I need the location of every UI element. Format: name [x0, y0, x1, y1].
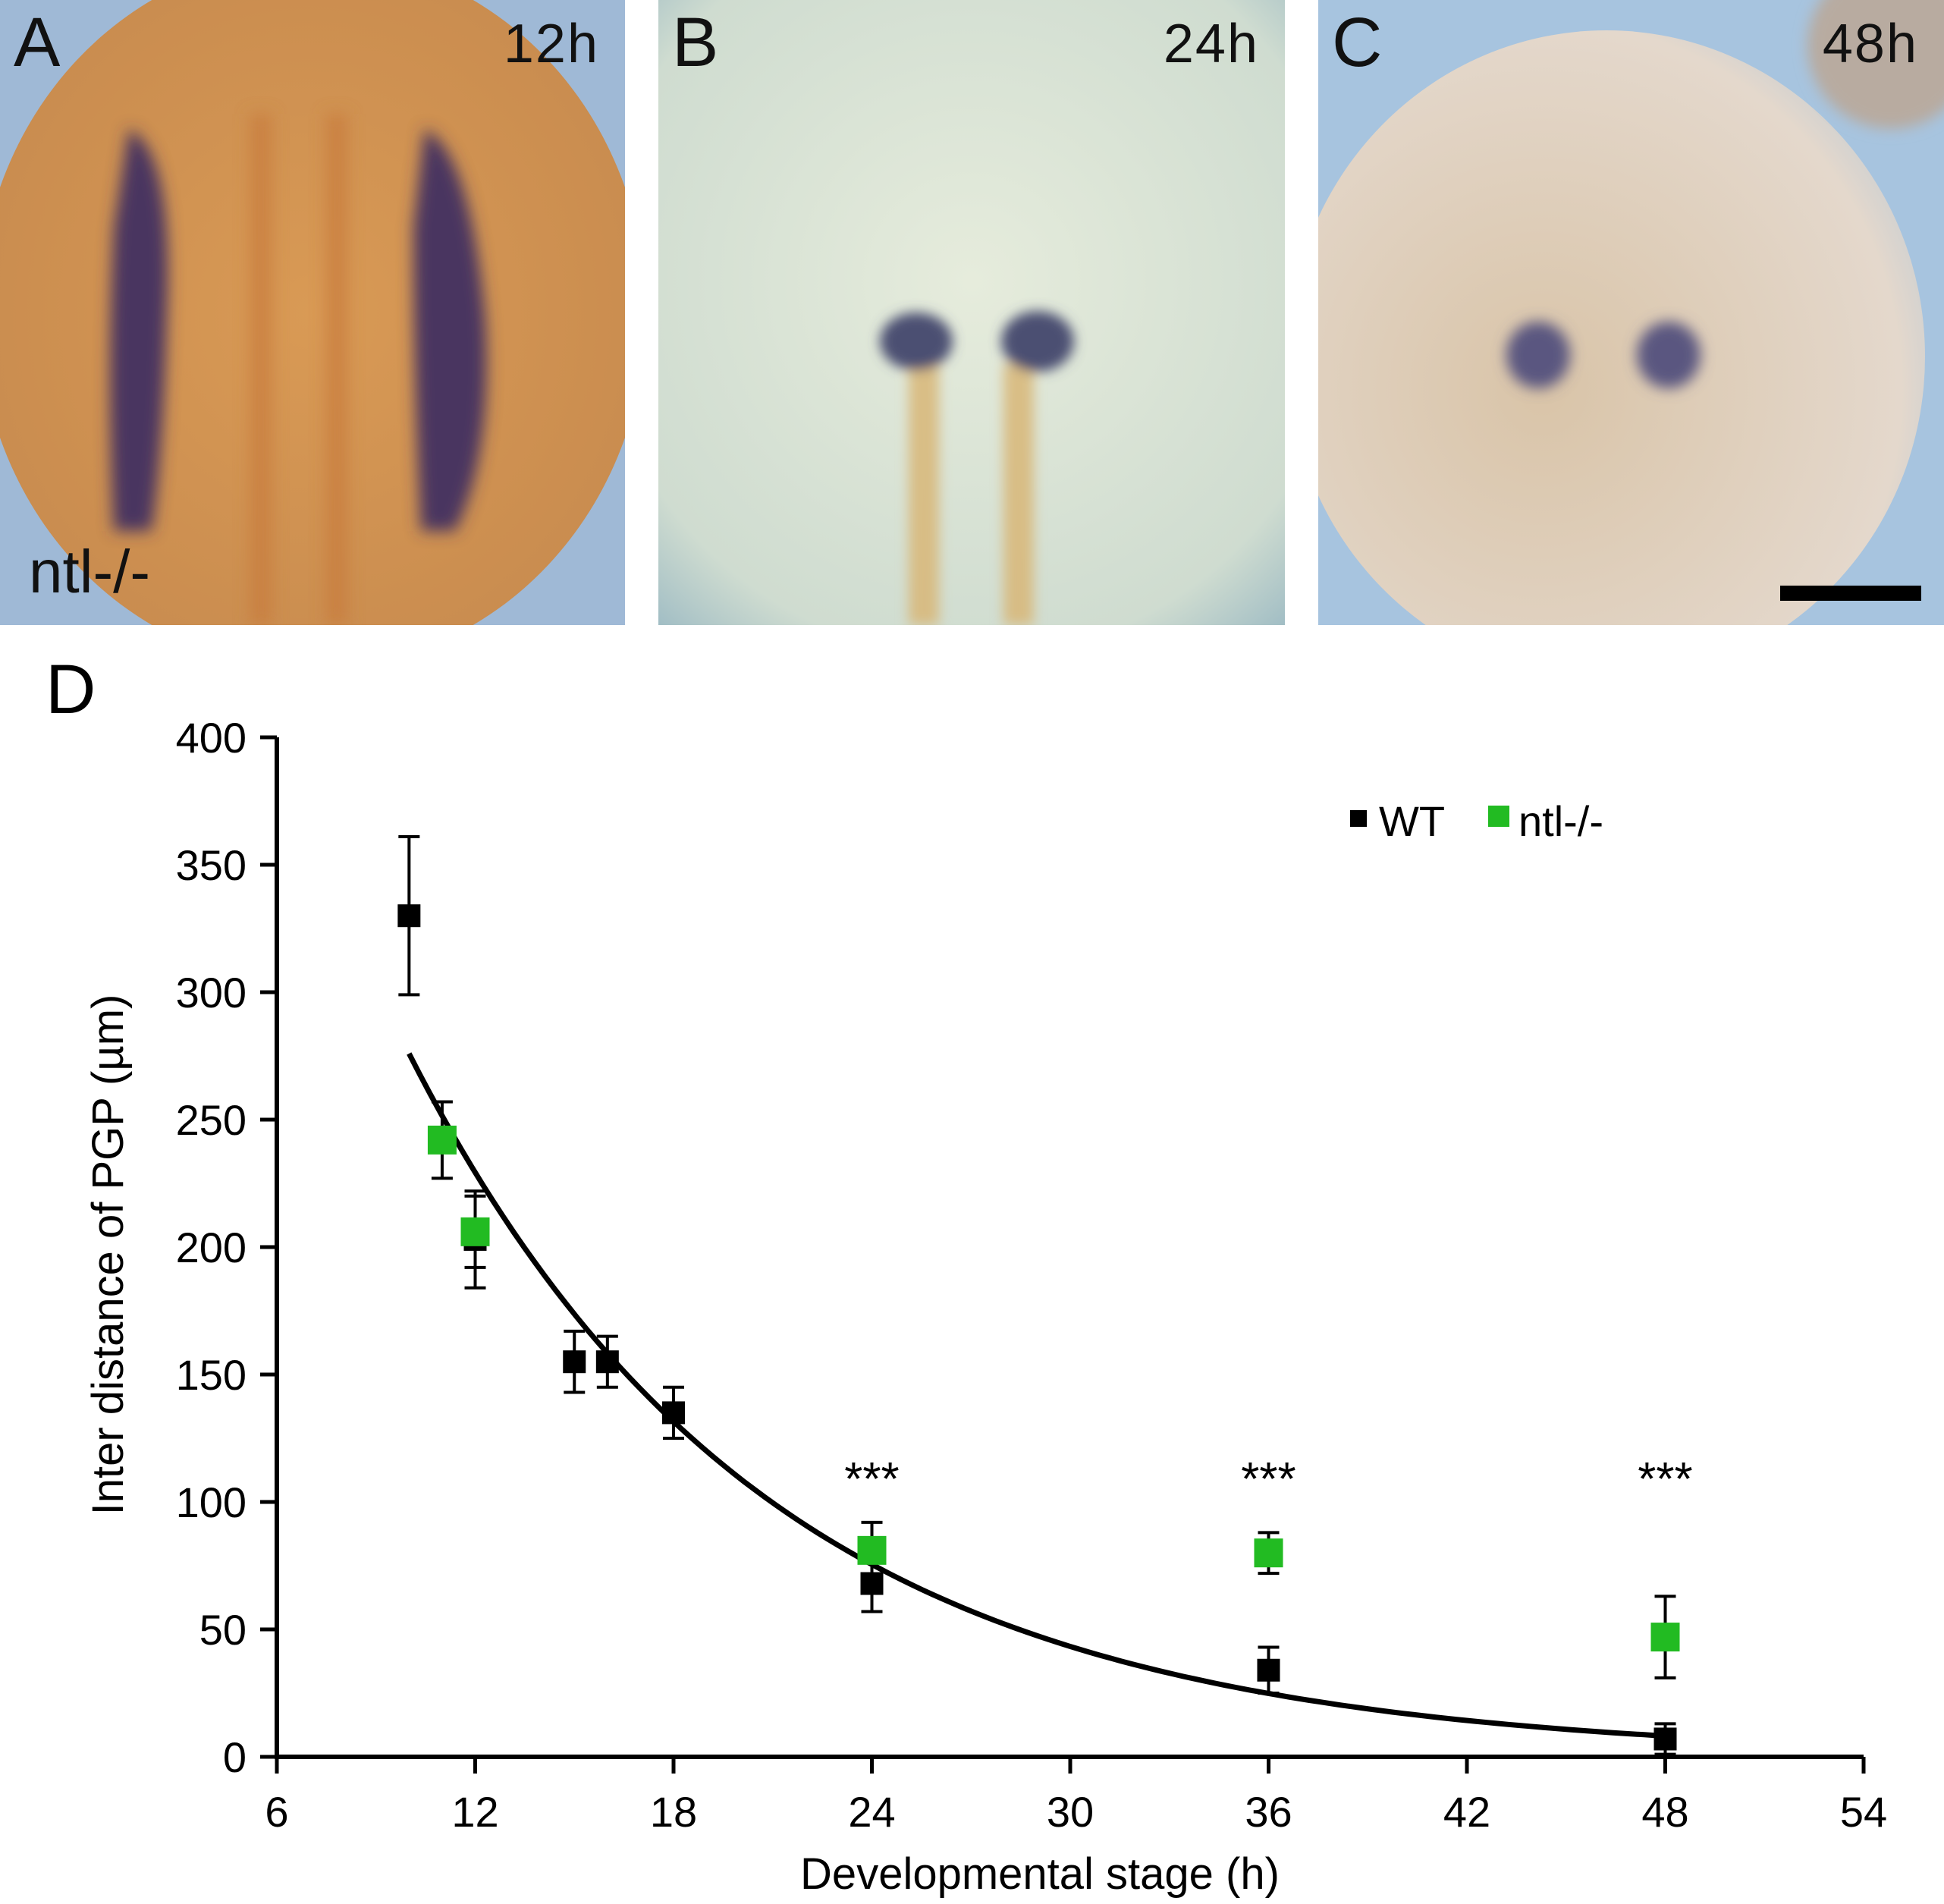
significance-marker: *** — [1638, 1453, 1692, 1506]
x-tick-label: 54 — [1840, 1788, 1887, 1836]
wt-data-point — [1653, 1727, 1677, 1751]
panel-b-letter: B — [672, 4, 719, 81]
y-tick-label: 300 — [176, 969, 247, 1016]
micrograph-panel-c: C 48h — [1318, 0, 1944, 625]
panel-d-letter: D — [46, 651, 96, 728]
x-tick-label: 24 — [848, 1788, 895, 1836]
significance-marker: *** — [1241, 1453, 1295, 1506]
chart-svg: D 0 50 100 150 200 250 300 350 400 6 12 18 24 30 36 42 4… — [46, 651, 1887, 1899]
legend-ntl-swatch — [1488, 806, 1509, 827]
ntl-data-point — [1254, 1538, 1283, 1568]
panel-a-genotype: ntl-/- — [29, 538, 150, 605]
y-tick-label: 250 — [176, 1096, 247, 1144]
y-tick-label: 350 — [176, 841, 247, 889]
wt-data-point — [595, 1350, 619, 1374]
y-tick-label: 200 — [176, 1224, 247, 1271]
ntl-data-point — [427, 1125, 457, 1155]
legend-wt-swatch — [1350, 810, 1367, 827]
micrograph-c-image — [1318, 0, 1944, 625]
wt-data-point — [563, 1350, 586, 1374]
wt-data-point — [1257, 1658, 1280, 1682]
x-tick-label: 6 — [265, 1788, 288, 1836]
y-axis-title: Inter distance of PGP (µm) — [83, 994, 133, 1516]
x-tick-label: 48 — [1641, 1788, 1688, 1836]
panel-b-time: 24h — [1163, 14, 1259, 74]
ntl-data-point — [1650, 1623, 1680, 1652]
scale-bar — [1780, 586, 1921, 601]
x-tick-label: 18 — [650, 1788, 697, 1836]
x-tick-label: 42 — [1443, 1788, 1490, 1836]
panel-c-letter: C — [1332, 4, 1383, 81]
y-tick-label: 150 — [176, 1351, 247, 1399]
x-tick-label: 30 — [1047, 1788, 1094, 1836]
y-tick-label: 100 — [176, 1478, 247, 1526]
significance-marker: *** — [844, 1453, 899, 1506]
x-axis-title: Developmental stage (h) — [800, 1849, 1280, 1899]
legend-ntl-label: ntl-/- — [1518, 797, 1603, 845]
y-tick-label: 50 — [199, 1606, 247, 1654]
chart-panel-d: D 0 50 100 150 200 250 300 350 400 6 12 18 24 30 36 42 4… — [0, 637, 1944, 1904]
wt-data-point — [662, 1401, 685, 1425]
y-tick-label: 0 — [223, 1733, 247, 1781]
legend-wt-label: WT — [1379, 797, 1445, 845]
wt-data-point — [397, 904, 421, 928]
micrograph-panel-a: A 12h ntl-/- — [0, 0, 625, 625]
panel-a-time: 12h — [503, 14, 599, 74]
micrograph-panel-b: B 24h — [658, 0, 1285, 625]
ntl-data-point — [460, 1217, 490, 1246]
panel-a-letter: A — [14, 4, 61, 81]
ntl-data-point — [857, 1535, 887, 1565]
micrograph-a-image — [0, 0, 625, 625]
y-tick-label: 400 — [176, 714, 247, 762]
fit-curve — [407, 1052, 1666, 1739]
panel-c-time: 48h — [1822, 14, 1918, 74]
micrograph-b-image — [658, 0, 1285, 625]
x-tick-label: 36 — [1245, 1788, 1292, 1836]
x-tick-label: 12 — [451, 1788, 498, 1836]
